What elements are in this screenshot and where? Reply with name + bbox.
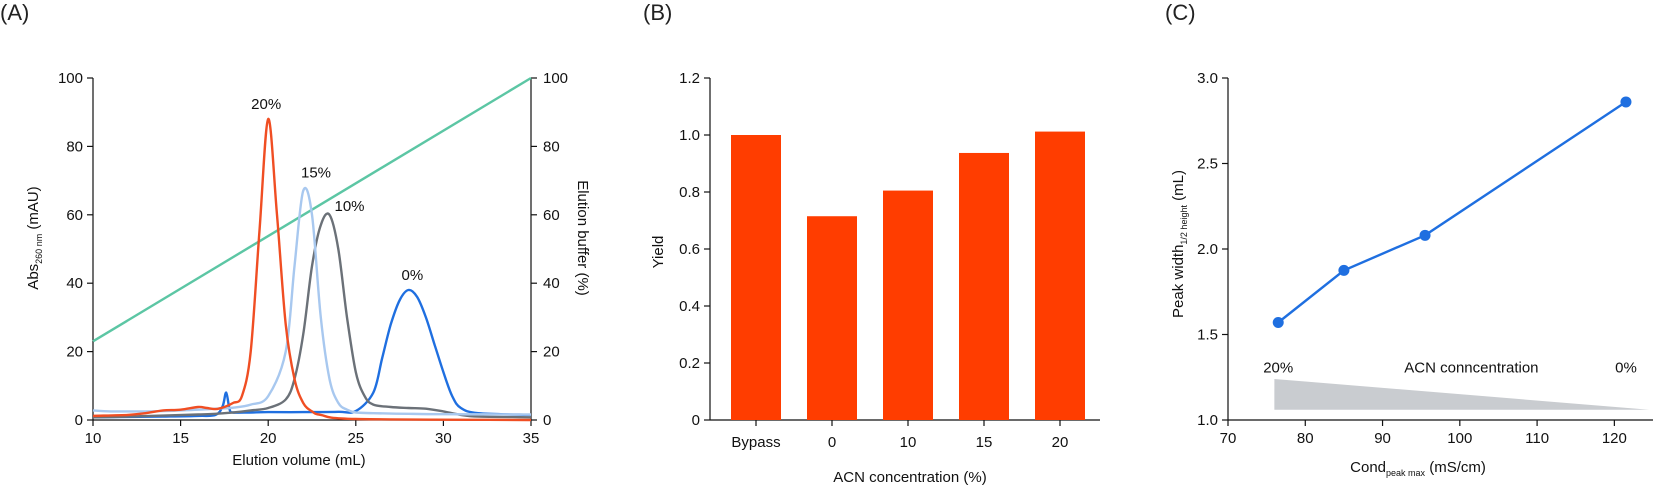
panel-b-category-label: 15	[976, 434, 993, 451]
panel-a-y-tick-label: 0	[75, 412, 83, 429]
panel-c-acn-wedge	[1274, 378, 1650, 410]
panel-a-peak-label: 10%	[335, 198, 365, 215]
panel-c-x-tick-label: 70	[1220, 430, 1237, 447]
panel-b-y-tick-label: 0.6	[679, 241, 700, 258]
panel-c-label: (C)	[1165, 0, 1196, 25]
panel-c-data-point	[1620, 96, 1632, 108]
panel-a-x-tick-label: 25	[347, 430, 364, 447]
panel-a-x-tick-label: 15	[172, 430, 189, 447]
panel-c-wedge-right-label: 0%	[1615, 360, 1637, 377]
panel-b-bar	[807, 216, 857, 420]
panel-c-data-point	[1338, 264, 1350, 276]
panel-c-data-point	[1272, 317, 1284, 329]
panel-a-y2-tick-label: 100	[543, 70, 568, 87]
panel-b-bar	[1035, 131, 1085, 420]
panel-b-y-tick-label: 0.8	[679, 184, 700, 201]
panel-b-chart: (B) 0 0.2 0.4 0.6 0.8 1.0 1.2 Bypass 0 10 15 20 AC…	[643, 0, 1100, 486]
panel-a-x-tick-label: 20	[260, 430, 277, 447]
panel-b-category-label: 0	[828, 434, 836, 451]
panel-c-data-point	[1419, 229, 1431, 241]
panel-a-y2-tick-label: 40	[543, 275, 560, 292]
panel-c-wedge-center-label: ACN conncentration	[1404, 360, 1538, 377]
panel-c-x-tick-label: 110	[1525, 430, 1549, 447]
panel-a-label: (A)	[0, 0, 29, 25]
panel-c-x-axis-label: Condpeak max (mS/cm)	[1350, 459, 1486, 478]
panel-a-y2-axis-label: Elution buffer (%)	[574, 180, 591, 296]
panel-a-y-axis-label: Abs260 nm (mAU)	[25, 186, 44, 289]
panel-a-series-10pct	[92, 212, 532, 419]
panel-c-x-tick-label: 80	[1297, 430, 1314, 447]
panel-b-y-tick-label: 0.4	[679, 298, 700, 315]
panel-a-peak-label: 20%	[251, 96, 281, 113]
panel-a-peak-label: 0%	[402, 267, 424, 284]
panel-b-bar	[731, 135, 781, 420]
panel-a-x-axis-label: Elution volume (mL)	[232, 452, 365, 469]
panel-a-y-tick-label: 80	[66, 138, 83, 155]
panel-a-y2-tick-label: 80	[543, 138, 560, 155]
panel-a-x-tick-label: 30	[435, 430, 452, 447]
panel-a-x-tick-label: 10	[85, 430, 102, 447]
panel-a-series-0pct	[92, 288, 532, 419]
panel-c-x-tick-label: 120	[1602, 430, 1627, 447]
panel-a-y-tick-label: 20	[66, 344, 83, 361]
panel-b-category-label: 20	[1052, 434, 1069, 451]
panel-a-y2-tick-label: 0	[543, 412, 551, 429]
panel-b-bar	[883, 190, 933, 420]
panel-b-y-tick-label: 0	[692, 412, 700, 429]
panel-c-y-tick-label: 1.5	[1197, 327, 1218, 344]
panel-b-y-tick-label: 1.2	[679, 70, 700, 87]
panel-a-y2-tick-label: 60	[543, 207, 560, 224]
panel-a-y-tick-label: 100	[58, 70, 83, 87]
panel-a-y-tick-label: 60	[66, 207, 83, 224]
panel-b-bar	[959, 152, 1009, 420]
panel-c-x-tick-label: 100	[1447, 430, 1472, 447]
panel-a-x-tick-label: 35	[523, 430, 540, 447]
panel-a-series-20pct	[92, 117, 532, 422]
panel-b-category-label: 10	[900, 434, 917, 451]
panel-a-y2-tick-label: 20	[543, 344, 560, 361]
panel-b-y-tick-label: 1.0	[679, 127, 700, 144]
panel-b-category-label: Bypass	[731, 434, 780, 451]
panel-b-y-tick-label: 0.2	[679, 355, 700, 372]
panel-b-label: (B)	[643, 0, 672, 25]
panel-c-chart: (C) 70 80 90 100 110 120 1.0 1.5 2.0 2.5 3.0 20% AC…	[1165, 0, 1653, 478]
panel-a-chart: (A) 10 15 20 25 30 35020406080100020406080100…	[0, 0, 591, 469]
panel-c-y-tick-label: 1.0	[1197, 412, 1218, 429]
panel-c-y-tick-label: 2.5	[1197, 156, 1218, 173]
panel-c-wedge-left-label: 20%	[1263, 360, 1293, 377]
panel-a-y-tick-label: 40	[66, 275, 83, 292]
panel-c-y-tick-label: 2.0	[1197, 241, 1218, 258]
panel-c-y-tick-label: 3.0	[1197, 70, 1218, 87]
panel-b-x-axis-label: ACN concentration (%)	[833, 469, 986, 486]
panel-c-series-line	[1277, 100, 1627, 324]
panel-b-y-axis-label: Yield	[650, 236, 667, 269]
panel-c-y-axis-label: Peak width1/2 height (mL)	[1170, 170, 1189, 318]
panel-c-x-tick-label: 90	[1374, 430, 1391, 447]
panel-a-peak-label: 15%	[301, 164, 331, 181]
